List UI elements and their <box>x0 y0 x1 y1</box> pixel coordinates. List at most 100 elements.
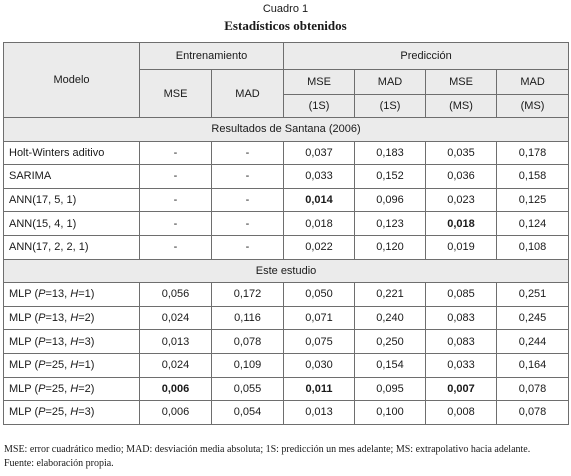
model-name-part: =3) <box>78 335 95 348</box>
value: 0,085 <box>447 288 475 301</box>
value: 0,164 <box>518 359 547 372</box>
value-cell: 0,251 <box>496 282 570 307</box>
model-name-part: Holt-Winters aditivo <box>9 146 105 159</box>
value-cell: 0,123 <box>354 211 427 236</box>
model-name-part: SARIMA <box>9 170 52 183</box>
value-cell: 0,083 <box>425 305 498 331</box>
value-cell: 0,024 <box>139 305 212 331</box>
section-row: Este estudio <box>2 258 570 284</box>
section-title: Este estudio <box>2 258 570 284</box>
model-name-part: =2) <box>78 312 95 325</box>
value: 0,078 <box>233 335 262 348</box>
header-sub-1s: (1S) <box>354 94 427 118</box>
value-cell: - <box>139 140 212 166</box>
value-cell: 0,083 <box>425 329 498 354</box>
best-value: 0,011 <box>305 382 333 395</box>
value-cell: 0,022 <box>283 234 356 260</box>
table-row: ANN(15, 4, 1) - - 0,018 0,123 0,018 0,124 <box>3 211 570 236</box>
model-name-part: MLP ( <box>9 382 39 395</box>
value-cell: 0,245 <box>496 305 570 331</box>
header-prediction-mse-1s: MSE <box>283 69 356 95</box>
section-title: Resultados de Santana (2006) <box>2 117 570 142</box>
value: 0,100 <box>376 406 404 419</box>
value-cell: 0,007 <box>425 376 498 402</box>
value: - <box>173 194 178 207</box>
value: 0,030 <box>305 359 333 372</box>
value: - <box>173 146 178 159</box>
table-row: MLP (P=13, H=3) 0,013 0,078 0,075 0,250 0,083… <box>3 329 570 354</box>
header-training: Entrenamiento <box>138 42 285 70</box>
model-name-part: =1) <box>78 288 95 301</box>
value: - <box>245 194 250 207</box>
value-cell: 0,056 <box>139 282 212 307</box>
value-cell: 0,120 <box>354 234 427 260</box>
model-name-part: =13, <box>45 335 71 348</box>
value-cell: 0,050 <box>283 282 356 307</box>
model-name-part: MLP ( <box>9 335 39 348</box>
value-cell: 0,108 <box>496 234 570 260</box>
value: 0,152 <box>376 170 404 183</box>
header-prediction-mse-ms: MSE <box>425 69 498 95</box>
model-name-cell: MLP (P=13, H=2) <box>3 305 140 331</box>
model-name-cell: MLP (P=13, H=3) <box>3 329 140 354</box>
value: 0,037 <box>305 146 333 159</box>
value-cell: 0,152 <box>354 164 427 189</box>
value: 0,006 <box>161 406 190 419</box>
value: 0,033 <box>447 359 475 372</box>
value-cell: 0,172 <box>210 282 285 307</box>
best-value: 0,007 <box>447 382 475 395</box>
value-cell: 0,055 <box>210 376 285 402</box>
table-notes: MSE: error cuadrático medio; MAD: desvia… <box>4 443 530 471</box>
value: 0,024 <box>161 359 190 372</box>
model-name-cell: Holt-Winters aditivo <box>3 140 140 166</box>
value: - <box>245 217 250 230</box>
model-name-part: P <box>38 288 46 301</box>
value-cell: 0,244 <box>496 329 570 354</box>
value-cell: - <box>210 164 285 189</box>
value: 0,109 <box>233 359 262 372</box>
value-cell: 0,018 <box>283 211 356 236</box>
value: 0,056 <box>161 288 190 301</box>
model-name-part: P <box>38 406 46 419</box>
value: 0,083 <box>447 312 475 325</box>
statistics-table: Modelo Entrenamiento Predicción MSE MAD … <box>2 42 570 425</box>
value: 0,251 <box>518 288 547 301</box>
table-row: ANN(17, 2, 2, 1) - - 0,022 0,120 0,019 0,108 <box>3 234 570 260</box>
table-row: MLP (P=25, H=3) 0,006 0,054 0,013 0,100 0,008… <box>3 400 570 425</box>
value-cell: 0,014 <box>283 187 356 213</box>
value-cell: 0,006 <box>139 376 212 402</box>
model-name-part: =25, <box>45 359 71 372</box>
model-name-cell: ANN(17, 2, 2, 1) <box>3 234 140 260</box>
table-row: SARIMA - - 0,033 0,152 0,036 0,158 <box>3 164 570 189</box>
value-cell: 0,033 <box>283 164 356 189</box>
value-cell: 0,125 <box>496 187 570 213</box>
header-prediction-mad-1s: MAD <box>354 69 427 95</box>
value: 0,096 <box>376 194 404 207</box>
value: 0,178 <box>518 146 547 159</box>
value: 0,183 <box>376 146 404 159</box>
model-name-part: =25, <box>45 382 71 395</box>
value-cell: 0,006 <box>139 400 212 425</box>
model-name-part: MLP ( <box>9 359 39 372</box>
value: 0,125 <box>518 194 547 207</box>
value-cell: 0,008 <box>425 400 498 425</box>
value-cell: 0,221 <box>354 282 427 307</box>
value: - <box>245 146 250 159</box>
value-cell: 0,037 <box>283 140 356 166</box>
header-sub-1s: (1S) <box>283 94 356 118</box>
value: 0,154 <box>376 359 404 372</box>
table-body: Resultados de Santana (2006) Holt-Winters… <box>2 117 570 425</box>
model-name-part: =25, <box>45 406 71 419</box>
best-value: 0,018 <box>447 217 475 230</box>
value-cell: 0,116 <box>210 305 285 331</box>
model-name-part: P <box>38 312 46 325</box>
table-header: Modelo Entrenamiento Predicción MSE MAD … <box>3 42 570 118</box>
table-row: ANN(17, 5, 1) - - 0,014 0,096 0,023 0,125 <box>3 187 570 213</box>
header-sub-ms: (MS) <box>425 94 498 118</box>
model-name-cell: MLP (P=13, H=1) <box>3 282 140 307</box>
value-cell: - <box>139 187 212 213</box>
value: 0,071 <box>305 312 333 325</box>
model-name-cell: SARIMA <box>3 164 140 189</box>
header-model: Modelo <box>3 42 140 118</box>
value-cell: 0,250 <box>354 329 427 354</box>
